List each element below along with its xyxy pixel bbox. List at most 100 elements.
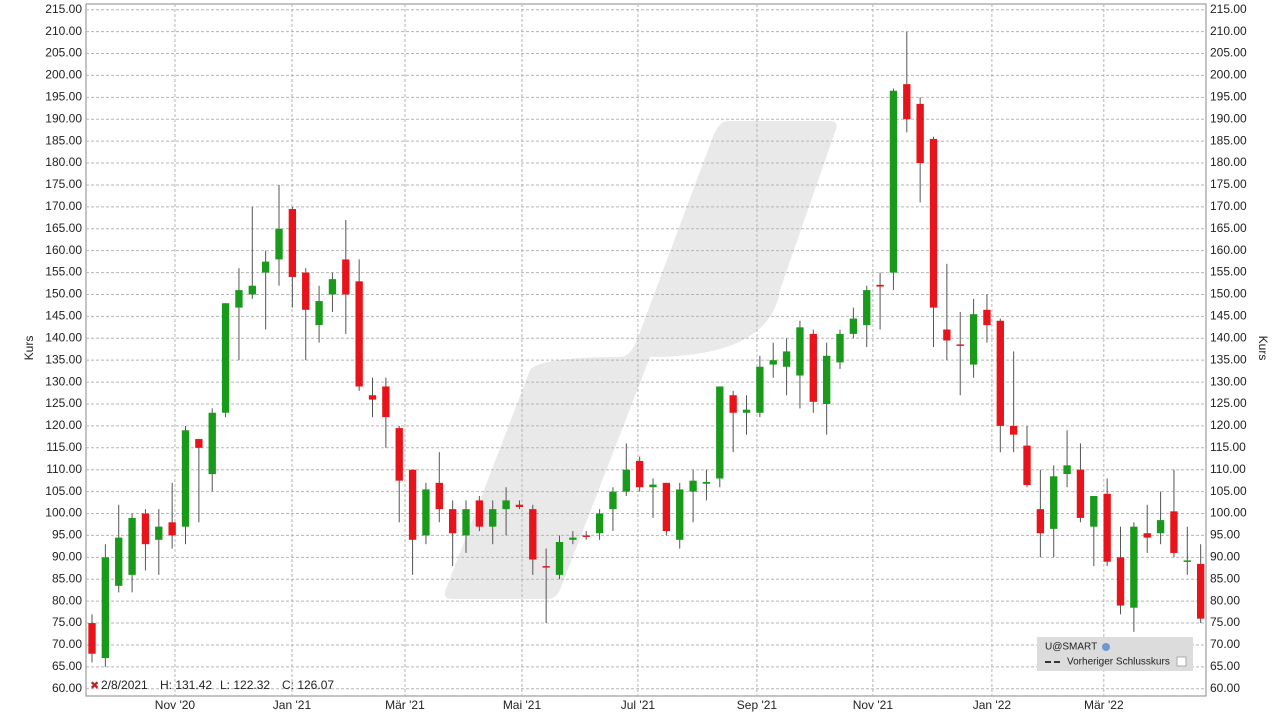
info-marker: ✖ xyxy=(90,680,99,692)
candle-body xyxy=(368,395,377,400)
legend-previous-close: Vorheriger Schlusskurs xyxy=(1067,657,1170,668)
y-tick-label: 130.00 xyxy=(45,374,82,388)
y-tick-label: 200.00 xyxy=(45,68,82,82)
y-tick-label: 120.00 xyxy=(45,418,82,432)
watermark xyxy=(444,121,837,599)
candle-body xyxy=(702,481,711,484)
candle-body xyxy=(261,261,270,273)
candle-body xyxy=(742,409,751,413)
y-tick-label: 170.00 xyxy=(45,199,82,213)
y2-tick-label: 200.00 xyxy=(1210,68,1247,82)
legend-checkbox[interactable] xyxy=(1176,656,1187,667)
candle-body xyxy=(555,542,564,575)
info-close: C: 126.07 xyxy=(282,678,334,692)
x-tick-label: Jan '21 xyxy=(273,698,312,712)
candle-body xyxy=(275,228,283,260)
candle-body xyxy=(1196,563,1205,619)
candle-body xyxy=(929,138,938,308)
y2-tick-label: 155.00 xyxy=(1210,265,1247,279)
x-tick-label: Mai '21 xyxy=(503,698,542,712)
candle-body xyxy=(88,623,96,654)
y-axis-label: Kurs xyxy=(22,336,36,361)
y-tick-label: 140.00 xyxy=(45,330,82,344)
candle-body xyxy=(782,351,791,367)
candle-body xyxy=(916,103,924,164)
y-tick-label: 110.00 xyxy=(46,462,82,476)
x-tick-label: Nov '20 xyxy=(155,698,196,712)
y-tick-label: 215.00 xyxy=(45,2,82,16)
legend-icon[interactable] xyxy=(1102,643,1110,651)
candle-body xyxy=(676,489,684,540)
candle-body xyxy=(889,90,898,273)
candle-body xyxy=(1023,445,1031,486)
candle-body xyxy=(128,517,136,575)
candle-body xyxy=(595,513,604,534)
info-high: H: 131.42 xyxy=(160,678,212,692)
candle-body xyxy=(448,509,457,534)
y2-tick-label: 165.00 xyxy=(1210,221,1247,235)
y2-tick-label: 175.00 xyxy=(1210,177,1247,191)
y-tick-label: 115.00 xyxy=(46,440,82,454)
candle-body xyxy=(395,428,403,481)
candle-body xyxy=(956,344,964,346)
y2-tick-label: 80.00 xyxy=(1210,593,1240,607)
y2-tick-label: 110.00 xyxy=(1210,462,1246,476)
y-tick-label: 195.00 xyxy=(45,89,82,103)
candle-body xyxy=(796,327,804,376)
candle-body xyxy=(649,484,657,488)
candle-body xyxy=(1063,465,1071,475)
y2-tick-label: 70.00 xyxy=(1210,637,1240,651)
y2-tick-label: 160.00 xyxy=(1210,243,1247,257)
candle-body xyxy=(248,285,256,295)
y2-tick-label: 135.00 xyxy=(1210,352,1247,366)
candle-body xyxy=(1050,476,1058,529)
candle-body xyxy=(141,513,150,545)
y-tick-label: 175.00 xyxy=(45,177,82,191)
candle-body xyxy=(822,355,831,404)
candle-body xyxy=(1116,557,1125,606)
candle-body xyxy=(302,272,310,310)
y-tick-label: 210.00 xyxy=(45,24,82,38)
candle-body xyxy=(1183,560,1191,562)
candle-body xyxy=(729,395,737,413)
info-low: L: 122.32 xyxy=(220,678,270,692)
candle-body xyxy=(809,333,817,402)
y-tick-label: 180.00 xyxy=(45,155,82,169)
candle-body xyxy=(195,439,203,448)
x-tick-label: Jul '21 xyxy=(621,698,656,712)
candle-body xyxy=(1076,469,1085,518)
y2-tick-label: 195.00 xyxy=(1210,89,1247,103)
y-tick-label: 125.00 xyxy=(45,396,82,410)
candle-body xyxy=(662,482,671,532)
y2-tick-label: 190.00 xyxy=(1210,111,1247,125)
y-tick-label: 65.00 xyxy=(52,659,82,673)
y2-tick-label: 145.00 xyxy=(1210,309,1247,323)
x-tick-label: Mär '21 xyxy=(385,698,425,712)
legend-symbol: U@SMART xyxy=(1045,642,1097,653)
candle-body xyxy=(1130,526,1138,608)
y2-tick-label: 205.00 xyxy=(1210,46,1247,60)
y-tick-label: 90.00 xyxy=(52,550,82,564)
candle-body xyxy=(155,526,163,540)
candle-body xyxy=(756,366,764,413)
y2-tick-label: 105.00 xyxy=(1210,484,1247,498)
candle-body xyxy=(1036,509,1045,534)
candle-body xyxy=(969,314,978,365)
y2-tick-label: 180.00 xyxy=(1210,155,1247,169)
y2-tick-label: 140.00 xyxy=(1210,330,1247,344)
candle-body xyxy=(382,386,390,418)
legend-box xyxy=(1037,637,1193,671)
candle-body xyxy=(115,537,123,586)
candle-body xyxy=(863,290,871,326)
candle-body xyxy=(1143,533,1151,538)
candle-body xyxy=(475,500,484,527)
y-tick-label: 95.00 xyxy=(52,528,82,542)
candle-body xyxy=(288,209,297,277)
candle-body xyxy=(635,460,644,488)
y-tick-label: 70.00 xyxy=(52,637,82,651)
y-tick-label: 135.00 xyxy=(45,352,82,366)
candle-body xyxy=(422,489,430,536)
candle-body xyxy=(408,469,417,540)
y-tick-label: 60.00 xyxy=(52,681,82,695)
